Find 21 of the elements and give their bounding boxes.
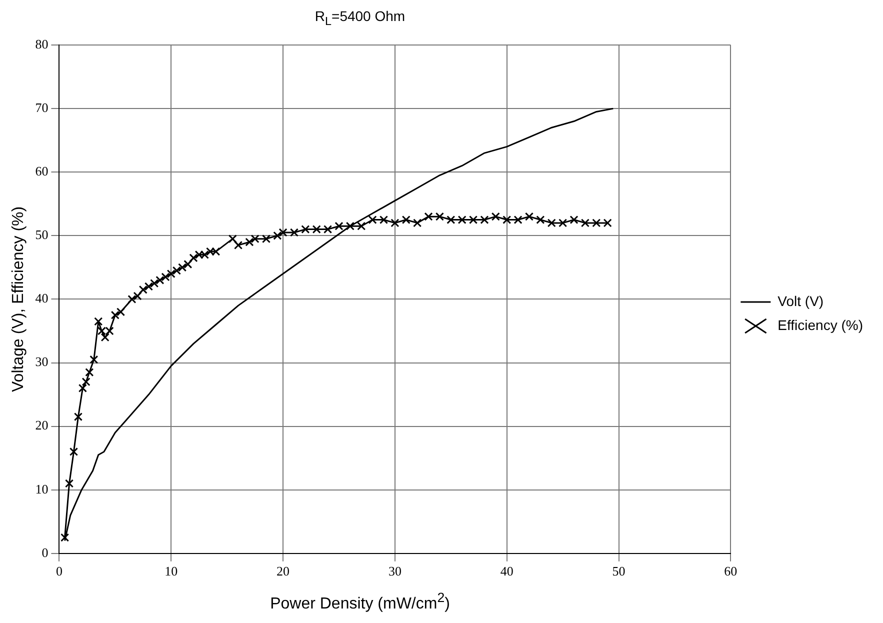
y-tick-label: 30 (35, 354, 48, 370)
x-tick-label: 10 (164, 564, 178, 579)
y-tick-label: 20 (35, 418, 48, 433)
y-tick-label: 60 (35, 164, 48, 179)
x-axis-title: Power Density (mW/cm$^{2}$) (269, 590, 451, 614)
x-tick-label: 40 (500, 564, 514, 579)
chart-title: R$_{L}$=5400 Ohm (314, 8, 406, 28)
x-tick-label: 50 (612, 564, 626, 579)
x-tick-label: 0 (56, 564, 62, 579)
y-tick-label: 70 (35, 100, 48, 115)
y-tick-label: 40 (35, 290, 48, 306)
x-tick-label: 30 (388, 564, 402, 579)
legend-label: Volt (V) (778, 292, 824, 309)
y-tick-label: 0 (42, 544, 48, 560)
y-tick-label: 80 (35, 36, 48, 52)
y-tick-label: 10 (35, 481, 48, 496)
y-axis-title: Voltage (V), Efficiency (%) (10, 206, 28, 392)
y-tick-label: 50 (35, 227, 48, 242)
x-tick-label: 20 (276, 564, 290, 579)
x-tick-label: 60 (724, 564, 738, 579)
legend-label: Efficiency (%) (778, 316, 864, 333)
